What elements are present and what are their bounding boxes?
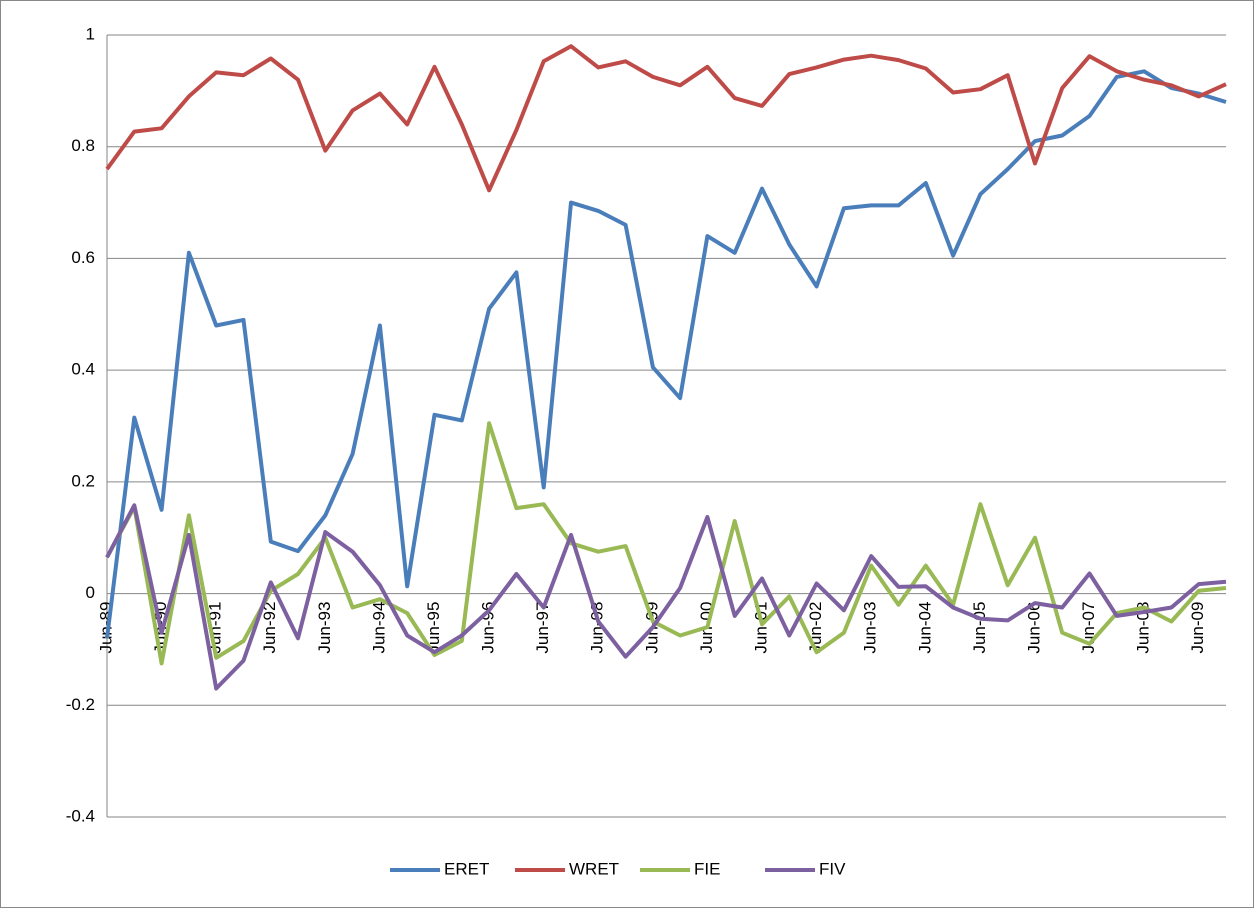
legend-label: WRET bbox=[569, 859, 619, 878]
y-tick-label: 1 bbox=[86, 24, 95, 43]
x-tick-label: Jun-07 bbox=[1079, 602, 1098, 654]
y-tick-label: 0.8 bbox=[71, 136, 95, 155]
x-tick-label: Jun-03 bbox=[861, 602, 880, 654]
y-tick-label: 0 bbox=[86, 583, 95, 602]
line-series bbox=[105, 69, 1227, 639]
x-tick-label: Jun-91 bbox=[206, 602, 225, 654]
line-series bbox=[105, 421, 1227, 666]
y-tick-label: -0.4 bbox=[66, 806, 95, 825]
x-tick-label: Jun-04 bbox=[915, 602, 934, 654]
legend-label: FIE bbox=[694, 859, 720, 878]
x-tick-label: Jun-94 bbox=[369, 602, 388, 654]
y-tick-label: 0.2 bbox=[71, 471, 95, 490]
legend-label: FIV bbox=[819, 859, 846, 878]
x-tick-label: Jun-97 bbox=[533, 602, 552, 654]
x-tick-label: Jun-09 bbox=[1188, 602, 1207, 654]
line-series bbox=[105, 503, 1227, 691]
x-tick-label: Jun-06 bbox=[1024, 602, 1043, 654]
x-tick-label: Jun-95 bbox=[424, 602, 443, 654]
x-tick-label: Jun-01 bbox=[752, 602, 771, 654]
legend-label: ERET bbox=[444, 859, 489, 878]
x-tick-label: Jun-92 bbox=[260, 602, 279, 654]
x-tick-label: Jun-93 bbox=[315, 602, 334, 654]
x-tick-label: Jun-98 bbox=[588, 602, 607, 654]
x-tick-label: Jun-89 bbox=[96, 602, 115, 654]
y-tick-label: -0.2 bbox=[66, 695, 95, 714]
line-series bbox=[105, 44, 1227, 193]
x-tick-label: Jun-05 bbox=[970, 602, 989, 654]
y-tick-label: 0.6 bbox=[71, 248, 95, 267]
y-tick-label: 0.4 bbox=[71, 360, 95, 379]
